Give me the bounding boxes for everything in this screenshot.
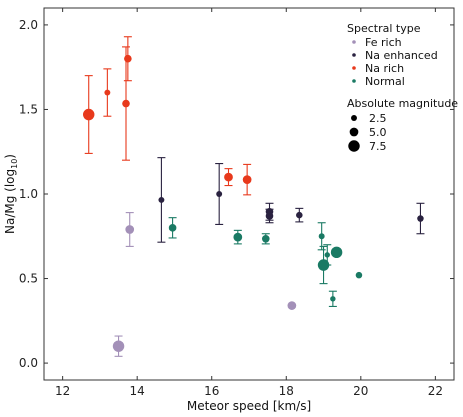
data-point bbox=[296, 211, 303, 219]
size-legend-marker bbox=[349, 127, 359, 137]
data-point bbox=[122, 99, 130, 108]
y-axis-label: Na/Mg (log10) bbox=[3, 154, 19, 234]
data-points bbox=[83, 54, 424, 352]
data-point bbox=[287, 301, 297, 310]
x-axis-label: Meteor speed [km/s] bbox=[187, 399, 311, 413]
data-point bbox=[124, 54, 132, 63]
y-axis-label-subscript: 10 bbox=[10, 159, 19, 169]
data-point bbox=[330, 296, 336, 302]
legend-marker bbox=[352, 79, 356, 83]
data-point bbox=[112, 340, 125, 352]
data-point bbox=[158, 196, 165, 203]
size-legend-marker bbox=[348, 140, 360, 152]
size-legend-label: 5.0 bbox=[369, 126, 387, 139]
data-point bbox=[355, 271, 363, 279]
data-point bbox=[317, 259, 330, 271]
data-point bbox=[168, 224, 177, 232]
legend-sizes: 2.55.07.5 bbox=[348, 112, 387, 153]
x-tick-label: 12 bbox=[55, 384, 70, 398]
size-legend-label: 2.5 bbox=[369, 112, 387, 125]
data-point bbox=[242, 175, 252, 184]
legend-marker bbox=[352, 40, 356, 44]
legend-label: Normal bbox=[365, 75, 405, 88]
legend-label: Na rich bbox=[365, 62, 404, 75]
x-tick-label: 14 bbox=[130, 384, 145, 398]
x-tick-label: 16 bbox=[204, 384, 219, 398]
x-tick-label: 22 bbox=[428, 384, 443, 398]
legend-label: Na enhanced bbox=[365, 49, 438, 62]
y-tick-label: 2.0 bbox=[19, 18, 38, 32]
y-tick-label: 1.5 bbox=[19, 102, 38, 116]
data-point bbox=[233, 232, 243, 242]
data-point bbox=[324, 252, 330, 258]
y-tick-label: 1.0 bbox=[19, 187, 38, 201]
data-point bbox=[125, 225, 135, 234]
y-axis-label-end: ) bbox=[3, 154, 17, 159]
data-point bbox=[417, 215, 424, 222]
legend-label: Fe rich bbox=[365, 36, 402, 49]
size-legend-label: 7.5 bbox=[369, 140, 387, 153]
size-legend-marker bbox=[351, 115, 357, 121]
legend-title-absolute-magnitude: Absolute magnitude bbox=[347, 97, 458, 110]
legend-marker bbox=[352, 66, 356, 70]
data-point bbox=[261, 235, 270, 243]
legend-title-spectral-type: Spectral type bbox=[347, 22, 421, 35]
data-point bbox=[265, 212, 274, 220]
axis-ticks: 12 14 16 18 20 22 0.0 0.5 1.0 1.5 2.0 bbox=[19, 8, 454, 398]
y-axis-label-main: Na/Mg (log bbox=[3, 169, 17, 234]
data-point bbox=[104, 89, 111, 96]
data-point bbox=[224, 172, 233, 182]
y-tick-label: 0.5 bbox=[19, 272, 38, 286]
y-tick-label: 0.0 bbox=[19, 356, 38, 370]
data-point bbox=[330, 246, 343, 259]
data-point bbox=[318, 233, 325, 240]
data-point bbox=[83, 108, 95, 121]
legend-marker bbox=[352, 53, 356, 57]
data-point bbox=[216, 191, 223, 197]
x-tick-label: 20 bbox=[353, 384, 368, 398]
x-tick-label: 18 bbox=[279, 384, 294, 398]
